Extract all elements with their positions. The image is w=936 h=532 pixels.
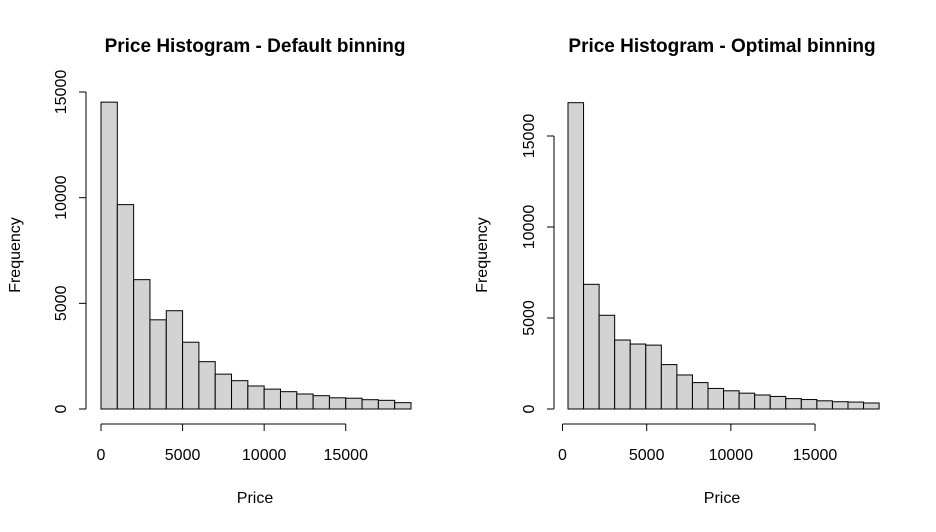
y-tick-label: 10000 [53,175,70,220]
x-axis-label: Price [704,490,741,507]
histogram-bars [567,102,880,410]
y-axis-label: Frequency [474,217,491,293]
chart-title: Price Histogram - Optimal binning [568,36,875,57]
x-tick-label: 15000 [793,447,838,464]
histogram-bar [583,283,600,410]
histogram-bar [328,397,347,410]
histogram-bar [182,341,200,410]
histogram-bar [816,400,833,410]
x-tick-label: 10000 [242,447,287,464]
y-axis-label: Frequency [7,217,24,293]
histogram-bar [377,399,396,410]
x-tick-label: 5000 [165,447,201,464]
histogram-bar [263,388,281,410]
histogram-panel-default: Price Histogram - Default binning Price … [7,36,412,507]
histogram-panel-optimal: Price Histogram - Optimal binning Price … [474,36,880,507]
y-tick-label: 0 [53,404,70,413]
histogram-bar [598,314,616,410]
x-tick-label: 5000 [629,447,665,464]
histogram-bar [645,344,662,410]
histogram-bar [785,398,802,410]
histogram-bar [660,364,678,410]
histogram-bar [707,387,725,410]
y-tick-label: 10000 [521,205,538,250]
histogram-bar [214,373,233,410]
histogram-bar [133,279,151,410]
y-tick-label: 15000 [53,70,70,115]
histogram-bar [165,310,184,410]
histogram-bar [567,102,585,410]
x-tick-label: 0 [97,447,106,464]
histogram-bars [100,101,412,410]
x-axis: 0 5000 10000 15000 [97,423,368,464]
x-tick-label: 15000 [323,447,368,464]
histogram-bar [198,361,216,410]
histogram-bar [231,380,249,410]
histogram-bar [279,391,298,410]
histogram-bar [676,374,693,410]
histogram-bar [831,401,849,410]
y-tick-label: 5000 [53,285,70,321]
histogram-bar [738,392,756,410]
histogram-bar [629,343,647,410]
y-tick-label: 5000 [521,300,538,336]
histogram-bar [312,395,330,410]
histogram-bar [116,204,135,410]
x-tick-label: 0 [558,447,567,464]
histogram-bar [614,339,631,410]
histogram-bar [800,399,818,410]
histogram-bar [691,382,709,410]
histogram-bar [754,394,771,410]
histogram-bar [847,401,865,410]
histogram-bar [345,397,363,410]
x-axis-label: Price [237,490,274,507]
histogram-bar [723,390,740,410]
histogram-bar [100,101,118,410]
x-axis: 0 5000 10000 15000 [558,423,838,464]
histogram-bar [149,319,167,410]
y-axis: 0 5000 10000 15000 [521,114,555,413]
x-tick-label: 10000 [709,447,754,464]
histogram-bar [863,402,880,410]
histogram-bar [247,385,265,410]
histogram-bar [769,395,787,410]
y-axis: 0 5000 10000 15000 [53,70,87,413]
histogram-bar [296,393,314,410]
y-tick-label: 0 [521,404,538,413]
y-tick-label: 15000 [521,114,538,159]
histogram-bar [361,399,379,410]
chart-title: Price Histogram - Default binning [105,36,406,57]
histogram-bar [394,402,412,410]
